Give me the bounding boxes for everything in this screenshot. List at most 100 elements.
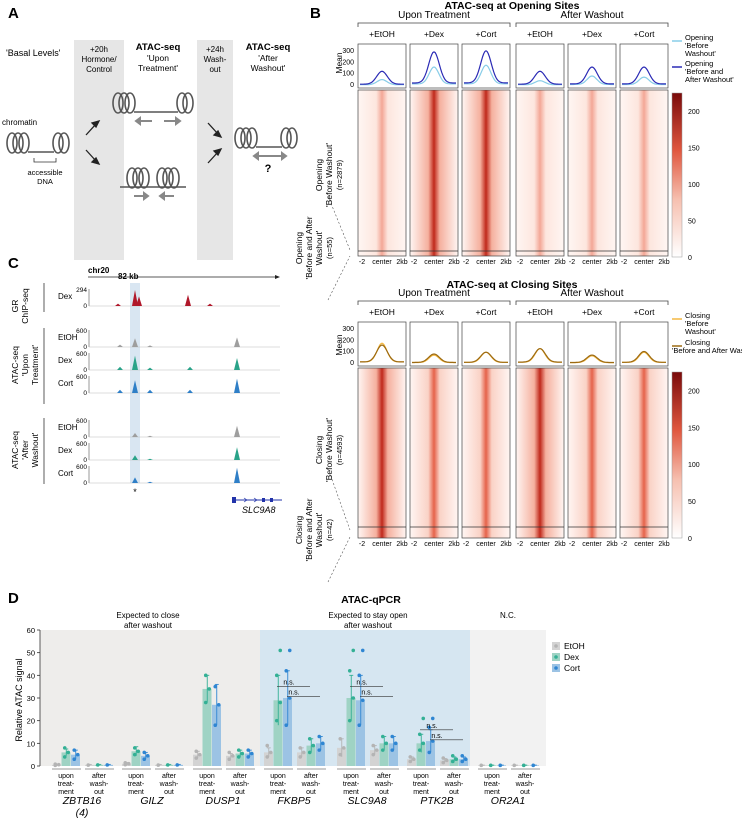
pt-ZBTB16-after-2-0	[105, 763, 110, 767]
open-xtick-3-2: 2kb	[554, 259, 565, 266]
gray2-line2: Wash-	[204, 55, 227, 64]
open-cond-5: +Cort	[633, 29, 655, 39]
track-zero-2: 0	[83, 367, 87, 374]
open-cond-0: +EtOH	[369, 29, 395, 39]
asterisk: *	[133, 487, 137, 497]
accessible-label-2: DNA	[37, 177, 53, 186]
open-mean-line-light-0	[360, 78, 404, 86]
legend-label-Cort: Cort	[564, 663, 581, 673]
region-open-label-1: Expected to stay open	[328, 611, 407, 620]
open-cond-3: +EtOH	[527, 29, 553, 39]
pt-GILZ-upon-1-1	[136, 749, 141, 754]
ns-PTK2B-1: n.s.	[431, 733, 442, 740]
bar-ZBTB16-upon-Dex	[61, 752, 71, 766]
pt-SLC9A8-after-1-2	[380, 734, 385, 739]
nucleosomes-closed	[120, 167, 186, 189]
pt-FKBP5-upon-1-0	[274, 718, 279, 723]
pt-ZBTB16-upon-0-2	[53, 762, 58, 766]
pt-FKBP5-after-0-1	[301, 750, 306, 755]
bar-FKBP5-after-EtOH	[297, 752, 306, 766]
pt-DUSP1-after-1-0	[236, 755, 241, 759]
close-mean-line-dark-3	[518, 347, 562, 363]
pt-FKBP5-upon-2-0	[284, 723, 289, 727]
open-legend: Opening 'Before Washout' Opening 'Before…	[672, 33, 734, 84]
pt-FKBP5-upon-0-1	[268, 750, 273, 755]
pt-DUSP1-upon-2-0	[213, 723, 218, 727]
track-zero-1: 0	[83, 344, 87, 351]
close-xtick-3-0: -2	[517, 541, 523, 548]
tp-6-1-1: wash-	[515, 781, 535, 788]
open-means: 300 200 100 0	[342, 43, 669, 89]
close-xtick-5-2: 2kb	[658, 541, 669, 548]
pt-ZBTB16-upon-1-0	[62, 755, 67, 759]
open-heatmap-3	[515, 89, 565, 257]
track-name-5: Dex	[58, 446, 72, 455]
track-name-2: Dex	[58, 356, 72, 365]
tp-4-0-2: ment	[343, 789, 359, 796]
close-row2-b: 'Before and After	[304, 498, 314, 561]
close-cbar-tick-2: 100	[688, 462, 700, 469]
track-peak-1-3	[234, 337, 240, 347]
open-xtick-5-1: center	[634, 259, 654, 266]
pt-OR2A1-upon-1-0	[488, 763, 493, 768]
track-peak-1-2	[147, 345, 153, 347]
track-peak-5-0	[132, 455, 138, 460]
open-xtick-2-1: center	[476, 259, 496, 266]
pt-SLC9A8-upon-1-3	[351, 648, 356, 653]
open-mean-box-4	[567, 43, 617, 89]
track-name-0: Dex	[58, 292, 72, 301]
track-zero-5: 0	[83, 457, 87, 464]
close-mean-box-2	[461, 321, 511, 367]
track-peak-1-1	[132, 338, 138, 347]
tp-6-1-2: out	[520, 789, 530, 796]
pt-FKBP5-after-0-0	[298, 755, 303, 759]
close-legend-1a: Closing	[685, 311, 710, 320]
close-legend-2a: Closing	[685, 338, 710, 347]
track-zero-0: 0	[83, 303, 87, 310]
track-name-4: EtOH	[58, 423, 78, 432]
tp-3-1-2: out	[306, 789, 316, 796]
group-label-OR2A1: OR2A1	[491, 795, 525, 807]
pt-SLC9A8-upon-2-2	[357, 673, 362, 678]
open-mean-line-light-3	[518, 80, 562, 86]
open-cbar-tick-2: 100	[688, 182, 700, 189]
close-heatmap-2	[461, 367, 511, 539]
track-name-6: Cort	[58, 469, 74, 478]
pt-GILZ-after-1-0	[165, 763, 170, 767]
upon-label-3: Treatment'	[30, 345, 40, 385]
open-group-1: After Washout	[561, 10, 624, 21]
pt-SLC9A8-upon-1-0	[347, 718, 352, 723]
y-tick-3: 30	[27, 694, 35, 703]
pt-DUSP1-upon-1-2	[203, 673, 208, 678]
track-peak-5-2	[234, 447, 240, 460]
pt-OR2A1-upon-0-0	[479, 763, 484, 768]
track-peak-3-0	[117, 389, 123, 393]
close-heatmaps	[357, 367, 669, 539]
flow-arrows	[85, 119, 223, 166]
after-label-2: 'After	[20, 440, 30, 460]
pt-SLC9A8-after-0-1	[374, 748, 379, 752]
close-xtick-1-2: 2kb	[448, 541, 459, 548]
pt-DUSP1-upon-2-1	[216, 703, 221, 707]
d-bars	[52, 648, 539, 768]
track-peak-4-0	[132, 433, 138, 437]
close-mean-tick-2: 100	[342, 349, 354, 356]
bar-FKBP5-after-Cort	[316, 743, 325, 766]
chromatin-label: chromatin	[2, 118, 37, 127]
pt-SLC9A8-upon-1-1	[351, 696, 356, 700]
tp-4-0-0: upon	[343, 773, 359, 780]
tp-6-0-1: treat-	[484, 781, 501, 788]
pt-PTK2B-upon-2-0	[427, 750, 432, 755]
pt-SLC9A8-after-0-0	[371, 752, 376, 757]
y-tick-1: 10	[27, 739, 35, 748]
question-mark: ?	[265, 163, 272, 175]
close-mean-line-dark-2	[463, 351, 509, 363]
panel-b: B ATAC-seq at Opening Sites ATAC-seq at …	[294, 0, 742, 583]
step2-sub1: 'After	[258, 53, 278, 63]
close-xtick-0-0: -2	[359, 541, 365, 548]
panel-c: C chr20 82 kb * GR ChIP-seq ATAC-seq 'Up…	[8, 255, 282, 515]
pt-OR2A1-after-0-0	[512, 763, 517, 768]
pt-FKBP5-after-1-0	[307, 750, 312, 755]
region-close-label-1: Expected to close	[116, 611, 180, 620]
open-xtick-3-0: -2	[517, 259, 523, 266]
